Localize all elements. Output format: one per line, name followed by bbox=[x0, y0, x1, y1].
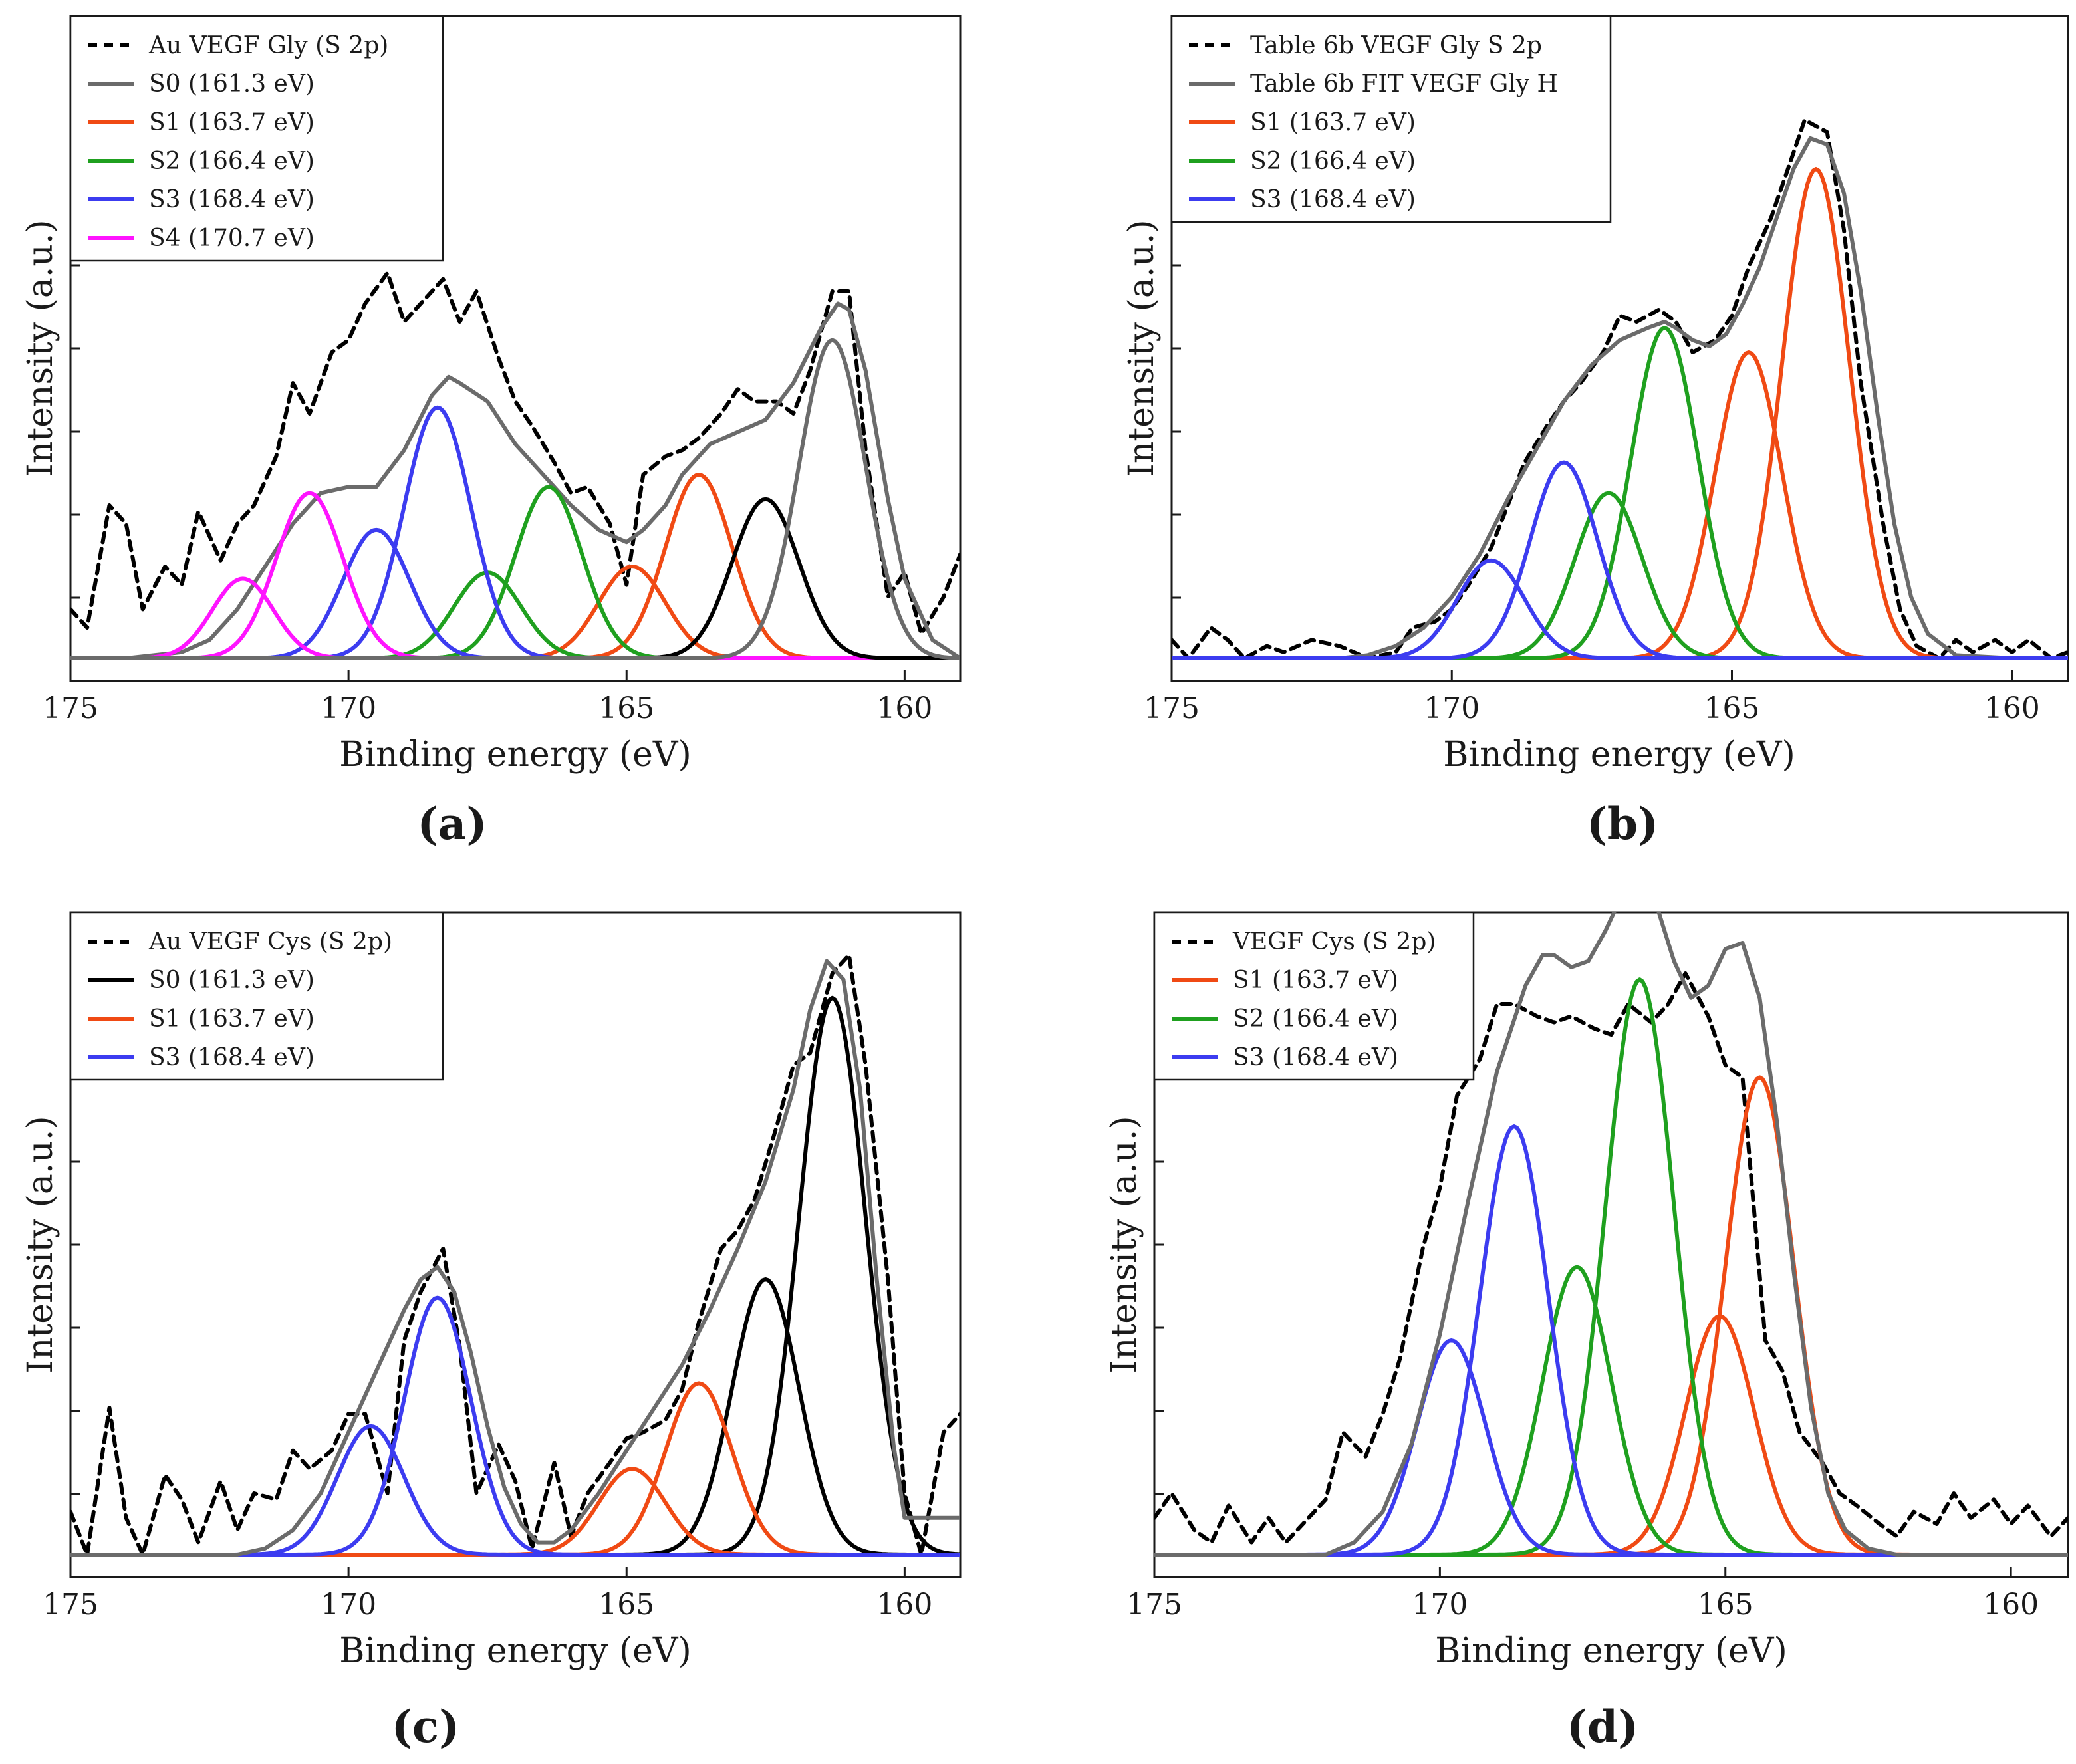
y-axis-label: Intensity (a.u.) bbox=[1122, 219, 1162, 477]
legend-label: Au VEGF Gly (S 2p) bbox=[148, 32, 388, 59]
x-axis-label: Binding energy (eV) bbox=[1443, 735, 1795, 775]
x-tick-label: 160 bbox=[1984, 692, 2040, 725]
legend-label: S3 (168.4 eV) bbox=[149, 186, 315, 213]
x-tick-label: 170 bbox=[1412, 1588, 1468, 1622]
series-group bbox=[70, 953, 960, 1557]
series-component-4 bbox=[1154, 912, 2068, 1557]
legend: Au VEGF Gly (S 2p) S0 (161.3 eV) S1 (163.7… bbox=[69, 15, 444, 262]
x-tick-label: 175 bbox=[43, 1588, 98, 1622]
legend-box bbox=[69, 15, 444, 262]
x-tick-label: 165 bbox=[598, 692, 654, 725]
legend-label: Au VEGF Cys (S 2p) bbox=[148, 928, 392, 955]
x-tick-label: 175 bbox=[1126, 1588, 1182, 1622]
legend-box bbox=[1170, 15, 1612, 223]
x-tick-label: 160 bbox=[876, 692, 932, 725]
x-tick-label: 170 bbox=[321, 692, 376, 725]
legend-label: VEGF Cys (S 2p) bbox=[1232, 928, 1436, 955]
legend-label: S0 (161.3 eV) bbox=[149, 967, 315, 994]
legend-label: S3 (168.4 eV) bbox=[1233, 1044, 1398, 1071]
x-axis-label: Binding energy (eV) bbox=[339, 1631, 692, 1671]
panel-caption: (c) bbox=[392, 1701, 460, 1753]
legend-label: S1 (163.7 eV) bbox=[149, 1005, 315, 1033]
series-component-4 bbox=[70, 959, 960, 1557]
x-tick-label: 175 bbox=[1144, 692, 1200, 725]
legend-label: S2 (166.4 eV) bbox=[149, 148, 315, 175]
x-ticks: 175 170 165 160 bbox=[1126, 994, 2039, 1622]
legend-label: S1 (163.7 eV) bbox=[1250, 109, 1416, 136]
panel-caption: (b) bbox=[1587, 798, 1659, 850]
legend-label: S3 (168.4 eV) bbox=[149, 1044, 315, 1071]
x-ticks: 175 170 165 160 bbox=[1144, 98, 2040, 725]
legend-label: S2 (166.4 eV) bbox=[1250, 148, 1416, 175]
legend-label: Table 6b FIT VEGF Gly H bbox=[1250, 70, 1558, 98]
legend: Au VEGF Cys (S 2p) S0 (161.3 eV) S1 (163.7… bbox=[69, 911, 444, 1081]
y-axis-label: Intensity (a.u.) bbox=[1104, 1116, 1144, 1373]
x-axis-label: Binding energy (eV) bbox=[339, 735, 692, 775]
x-tick-label: 160 bbox=[876, 1588, 932, 1622]
x-ticks: 175 170 165 160 bbox=[43, 994, 932, 1622]
legend-label: S0 (161.3 eV) bbox=[149, 70, 315, 98]
series-table-6b-fit-vegf-gly-h bbox=[1172, 136, 2068, 660]
series-group bbox=[1154, 912, 2068, 1557]
series-group bbox=[1172, 118, 2068, 660]
legend: VEGF Cys (S 2p) S1 (163.7 eV) S2 (166.4 eV… bbox=[1153, 911, 1475, 1081]
legend-label: S3 (168.4 eV) bbox=[1250, 186, 1416, 213]
chart-panel-c: 175 170 165 160 Au VEGF Cys (S 2p) S0 (161.3… bbox=[21, 911, 962, 1753]
series-component-7 bbox=[70, 338, 960, 660]
x-tick-label: 170 bbox=[1424, 692, 1480, 725]
panel-caption: (a) bbox=[417, 798, 487, 850]
x-tick-label: 165 bbox=[1704, 692, 1760, 725]
x-tick-label: 175 bbox=[43, 692, 98, 725]
y-axis-label: Intensity (a.u.) bbox=[21, 1116, 61, 1373]
chart-panel-a: 175 170 165 160 Au VEGF Gly (S 2p) S0 (161.3… bbox=[21, 15, 962, 850]
legend-label: Table 6b VEGF Gly S 2p bbox=[1250, 32, 1542, 59]
chart-panel-d: 175 170 165 160 VEGF Cys (S 2p) S1 (163.7 eV… bbox=[1104, 911, 2069, 1753]
series-s3-168-4-ev bbox=[1172, 460, 2068, 660]
legend-box bbox=[69, 911, 444, 1081]
series-table-6b-vegf-gly-s-2p bbox=[1172, 118, 2068, 660]
legend: Table 6b VEGF Gly S 2p Table 6b FIT VEGF … bbox=[1170, 15, 1612, 223]
series-au-vegf-cys-s-2p bbox=[70, 953, 960, 1557]
x-tick-label: 165 bbox=[598, 1588, 654, 1622]
x-tick-label: 160 bbox=[1983, 1588, 2039, 1622]
x-axis-label: Binding energy (eV) bbox=[1435, 1631, 1787, 1671]
y-axis-label: Intensity (a.u.) bbox=[21, 219, 61, 477]
legend-label: S1 (163.7 eV) bbox=[149, 109, 315, 136]
series-vegf-cys-s-2p bbox=[1154, 971, 2068, 1545]
x-tick-label: 170 bbox=[321, 1588, 376, 1622]
legend-label: S2 (166.4 eV) bbox=[1233, 1005, 1398, 1033]
x-tick-label: 165 bbox=[1698, 1588, 1753, 1622]
legend-label: S1 (163.7 eV) bbox=[1233, 967, 1398, 994]
panel-caption: (d) bbox=[1567, 1701, 1639, 1753]
chart-panel-b: 175 170 165 160 Table 6b VEGF Gly S 2pTable… bbox=[1122, 15, 2069, 850]
series-au-vegf-gly-s-2p bbox=[70, 271, 960, 636]
legend-label: S4 (170.7 eV) bbox=[149, 225, 315, 252]
series-group bbox=[70, 271, 960, 660]
